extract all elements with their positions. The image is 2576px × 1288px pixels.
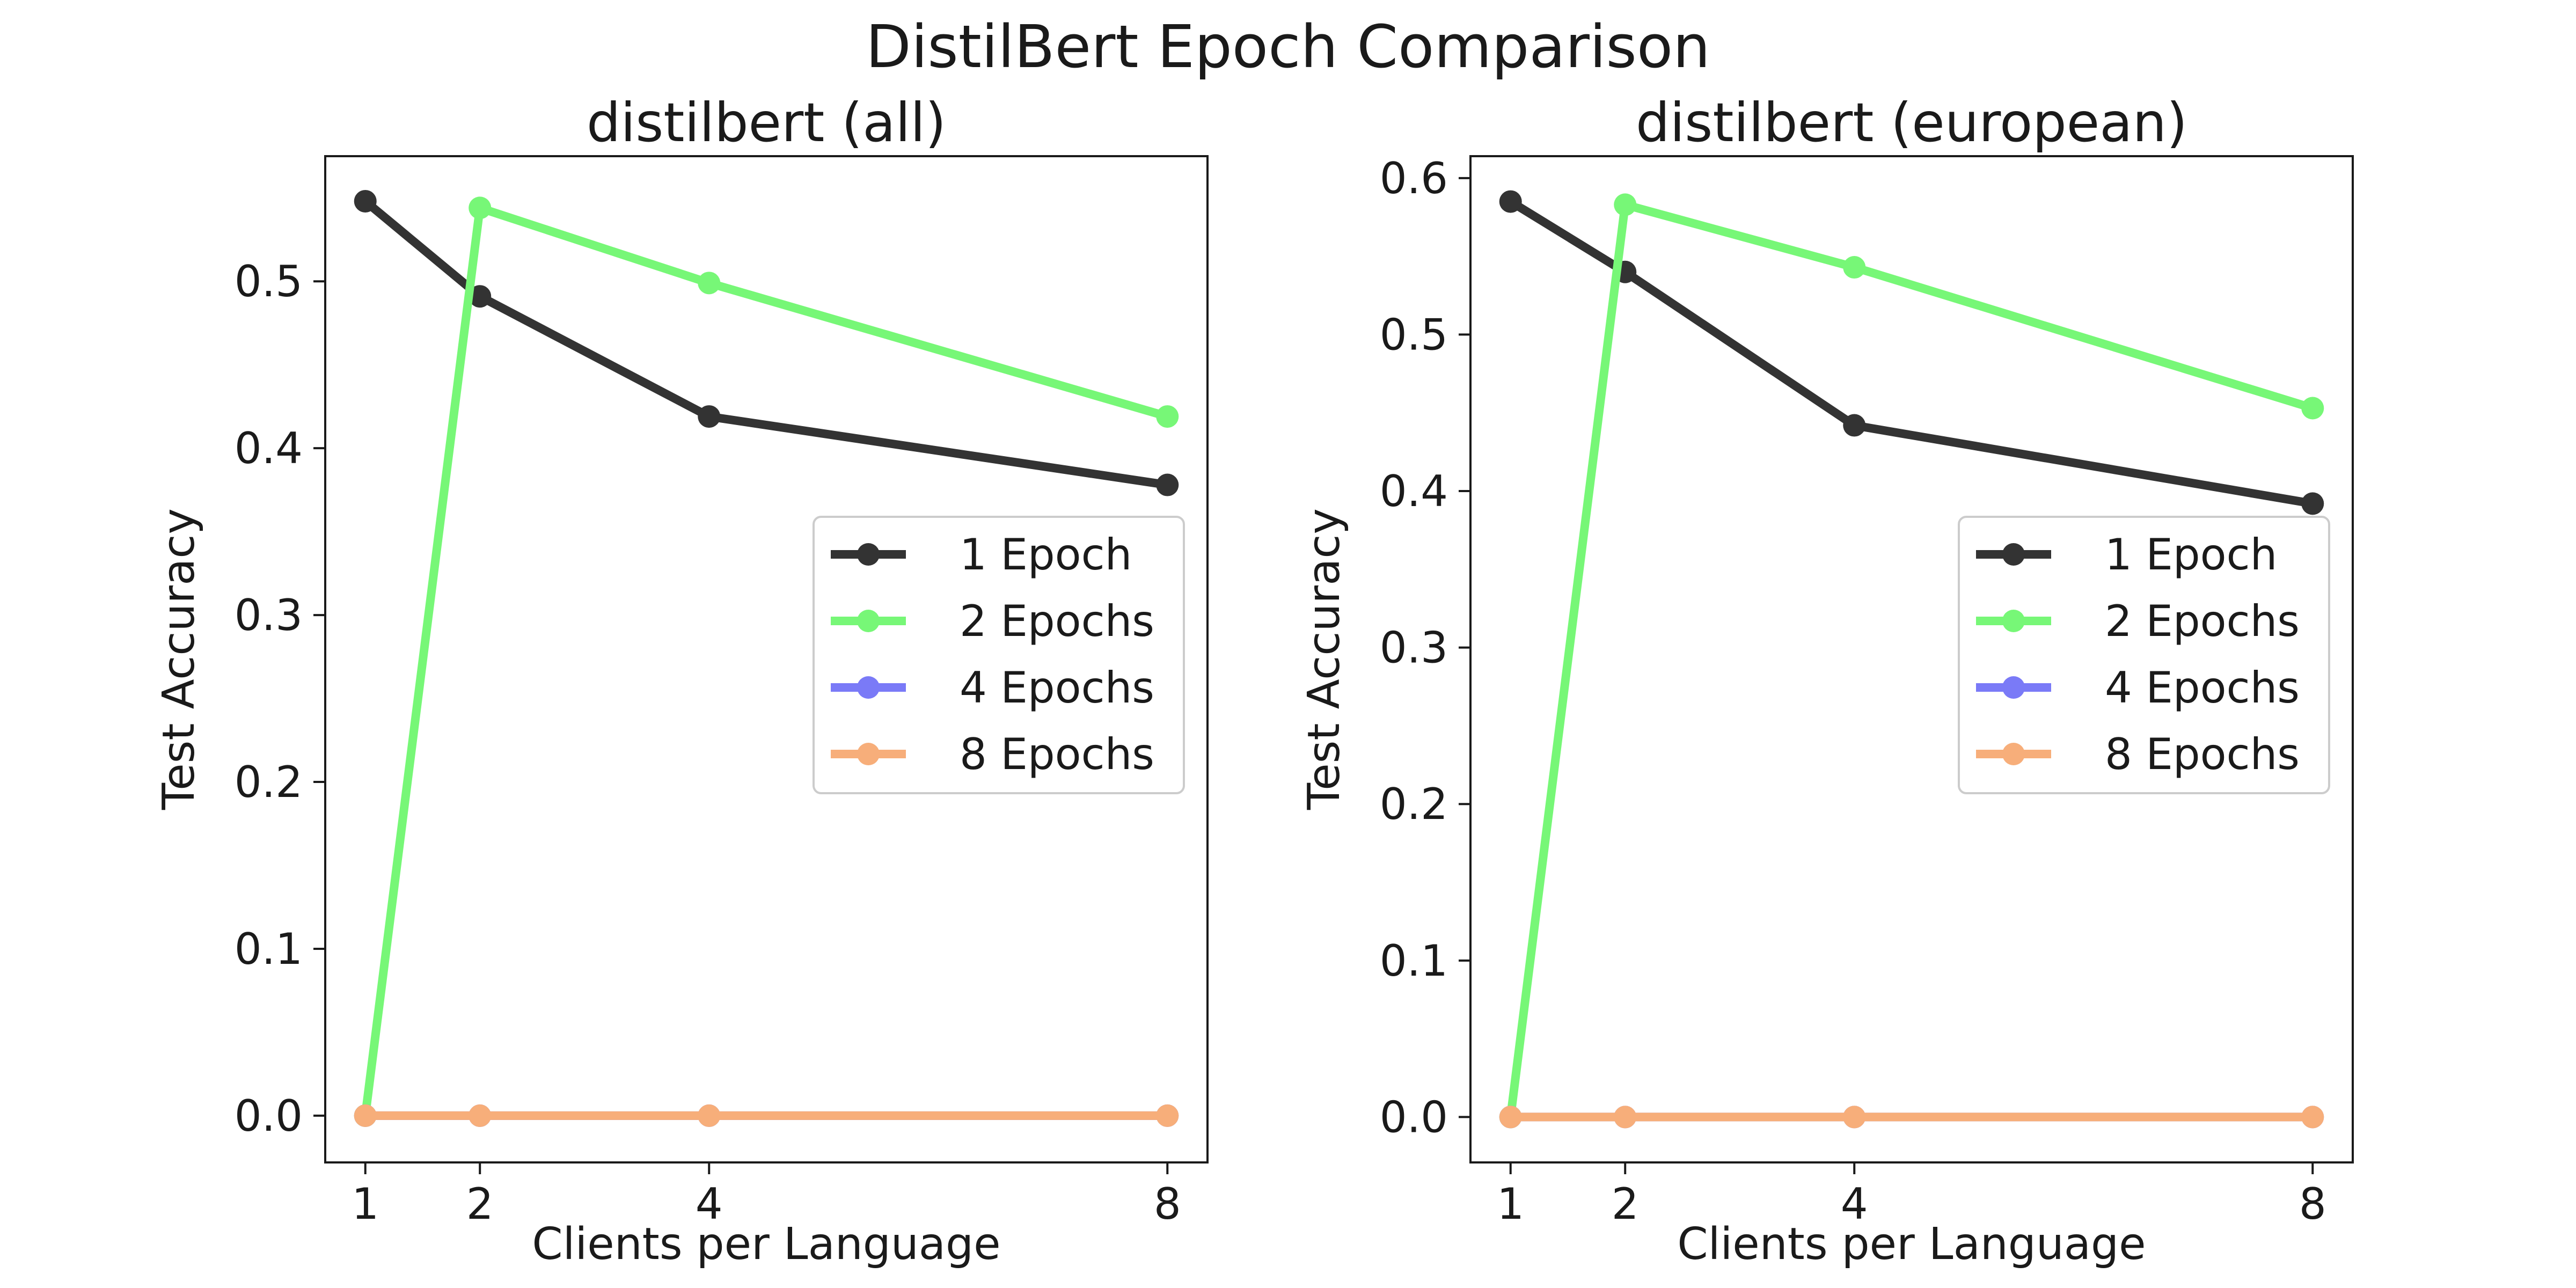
legend-label: 4 Epochs	[960, 663, 1154, 713]
axes-frame	[1469, 155, 2354, 1163]
data-point	[1843, 256, 1866, 279]
data-point	[1843, 1106, 1866, 1129]
data-point	[2301, 492, 2324, 515]
axes-frame	[324, 155, 1209, 1163]
y-tick-label: 0.0	[1380, 1092, 1448, 1142]
legend-frame	[1958, 516, 2330, 794]
legend-marker	[857, 676, 880, 699]
subplot-title: distilbert (european)	[1636, 91, 2187, 154]
y-tick-label: 0.2	[235, 757, 303, 807]
figure-title: DistilBert Epoch Comparison	[866, 12, 1710, 81]
legend-marker	[857, 610, 880, 632]
data-point	[469, 285, 492, 308]
y-axis-label: Test Accuracy	[1299, 508, 1350, 810]
plot-area	[354, 189, 1179, 1127]
data-point	[2301, 1106, 2324, 1129]
y-tick-label: 0.1	[1380, 936, 1448, 986]
y-tick-label: 0.4	[1380, 466, 1448, 516]
data-point	[698, 405, 721, 428]
x-tick-label: 2	[466, 1179, 494, 1229]
y-tick-label: 0.6	[1380, 153, 1448, 203]
legend-marker	[2002, 676, 2025, 699]
plot-area	[1499, 190, 2324, 1129]
x-tick-label: 8	[2299, 1179, 2326, 1229]
legend-label: 2 Epochs	[960, 596, 1154, 646]
x-axis-label: Clients per Language	[532, 1219, 1000, 1270]
legend-marker	[2002, 610, 2025, 632]
y-tick-label: 0.1	[235, 924, 303, 974]
legend: 1 Epoch 2 Epochs 4 Epochs 8 Epochs	[1958, 516, 2330, 794]
y-axis-label: Test Accuracy	[153, 508, 204, 810]
subplot-european: distilbert (european) Clients per Langua…	[1299, 91, 2354, 1270]
legend-label: 1 Epoch	[960, 530, 1132, 580]
data-point	[2301, 397, 2324, 420]
legend-label: 8 Epochs	[2105, 729, 2300, 779]
legend-frame	[813, 516, 1185, 794]
data-point	[1156, 473, 1179, 496]
series-line	[362, 197, 1168, 489]
legend-label: 4 Epochs	[2105, 663, 2300, 713]
subplot-all: distilbert (all) Clients per Language Te…	[153, 91, 1209, 1270]
data-point	[1156, 405, 1179, 428]
data-point	[354, 189, 377, 213]
series-line	[1508, 197, 2314, 508]
data-point	[354, 1104, 377, 1127]
legend-marker	[857, 743, 880, 765]
y-tick-label: 0.0	[235, 1091, 303, 1141]
data-point	[1156, 1104, 1179, 1127]
data-point	[1614, 193, 1637, 216]
legend-marker	[2002, 543, 2025, 566]
data-point	[698, 272, 721, 295]
data-point	[1499, 1106, 1522, 1129]
x-tick-label: 4	[1841, 1179, 1868, 1229]
y-tick-label: 0.4	[235, 423, 303, 473]
legend-marker	[2002, 743, 2025, 765]
data-point	[1843, 414, 1866, 437]
x-tick-label: 2	[1612, 1179, 1639, 1229]
x-axis-label: Clients per Language	[1677, 1219, 2146, 1270]
y-tick-label: 0.3	[1380, 623, 1448, 673]
x-tick-label: 1	[352, 1179, 379, 1229]
series-line	[361, 203, 1169, 1116]
y-tick-label: 0.2	[1380, 779, 1448, 829]
legend-label: 8 Epochs	[960, 729, 1154, 779]
data-point	[698, 1104, 721, 1127]
x-tick-label: 4	[696, 1179, 723, 1229]
y-tick-label: 0.5	[235, 257, 303, 306]
legend: 1 Epoch 2 Epochs 4 Epochs 8 Epochs	[813, 516, 1185, 794]
series-line	[1506, 200, 2314, 1118]
y-tick-label: 0.5	[1380, 310, 1448, 360]
data-point	[1614, 1106, 1637, 1129]
data-point	[469, 1104, 492, 1127]
subplot-title: distilbert (all)	[587, 91, 946, 154]
y-tick-label: 0.3	[235, 590, 303, 640]
data-point	[1499, 190, 1522, 213]
x-tick-label: 1	[1497, 1179, 1524, 1229]
data-point	[469, 196, 492, 219]
legend-label: 1 Epoch	[2105, 530, 2277, 580]
legend-label: 2 Epochs	[2105, 596, 2300, 646]
x-tick-label: 8	[1154, 1179, 1181, 1229]
legend-marker	[857, 543, 880, 566]
